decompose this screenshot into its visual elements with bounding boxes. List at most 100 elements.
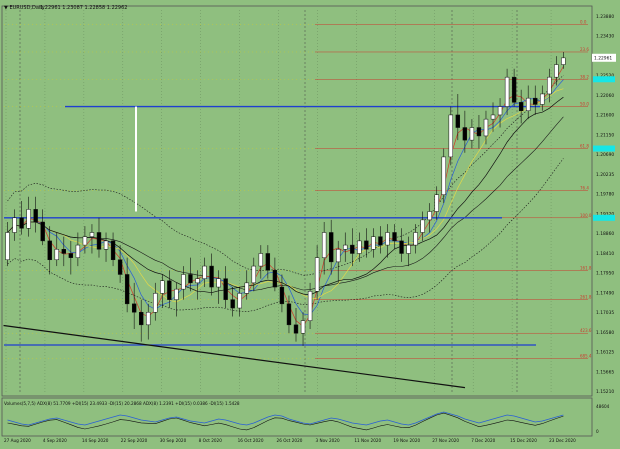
candle [286, 295, 292, 334]
fib-level-label: 423.6 [580, 328, 592, 333]
candle-body-up [82, 236, 88, 246]
candle [12, 209, 17, 241]
candle-body-up [483, 118, 489, 137]
current-price-label: 1.22961 [594, 55, 612, 61]
candle-body-down [96, 232, 102, 250]
price-axis-label: 1.16580 [596, 330, 614, 336]
candle-body-up [434, 194, 439, 212]
candle [272, 257, 278, 292]
candle [469, 119, 475, 149]
price-axis-label: 1.17490 [596, 290, 614, 296]
price-axis-label: 1.20690 [596, 152, 614, 158]
candle-body-down [476, 127, 482, 137]
oscillator-axis-bottom: 0 [596, 429, 599, 434]
candle-body-up [307, 291, 313, 321]
candle-body-down [392, 232, 397, 242]
candle-body-up [237, 293, 242, 309]
candle-body-down [40, 221, 45, 242]
candle-body-up [5, 232, 10, 261]
candle [378, 226, 383, 254]
candle [153, 282, 158, 321]
candle-body-up [554, 64, 559, 78]
candle-body-up [160, 280, 165, 294]
candle [174, 282, 179, 317]
oscillator: 48604 0 [7, 404, 610, 434]
date-axis-label: 8 Oct 2020 [199, 438, 223, 443]
ohlc-readout: 1.22961 1.23087 1.22858 1.22962 [40, 5, 127, 11]
candle [554, 56, 559, 86]
candle-body-down [124, 274, 130, 305]
candle [427, 203, 432, 233]
trendline [3, 324, 466, 389]
date-axis-label: 3 Nov 2020 [315, 438, 339, 443]
candle [314, 245, 320, 300]
price-axis-label: 1.21600 [596, 113, 614, 119]
candle [202, 257, 207, 288]
candle [336, 240, 341, 283]
candle-body-up [174, 288, 179, 300]
candle [518, 89, 524, 124]
candle-body-up [490, 114, 496, 120]
candle-body-down [511, 76, 517, 103]
candle [68, 240, 74, 275]
candle [547, 68, 552, 103]
candle [441, 148, 446, 204]
candle [511, 68, 517, 107]
candle [385, 224, 390, 258]
candle-body-down [399, 240, 404, 254]
candle-body-up [202, 265, 207, 279]
candle-body-down [378, 236, 383, 246]
candle [188, 257, 193, 292]
candle-body-down [61, 249, 66, 254]
candle [131, 282, 137, 330]
candle [307, 282, 313, 330]
candle [251, 257, 256, 292]
date-axis-label: 27 Nov 2020 [432, 438, 459, 443]
candle-body-up [540, 93, 545, 105]
candle [350, 228, 355, 267]
price-axis-label: 1.17035 [596, 310, 614, 316]
candle-body-up [469, 127, 475, 141]
date-axis-label: 23 Dec 2020 [549, 438, 576, 443]
candle-body-down [350, 244, 355, 254]
oscillator-frame [1, 397, 593, 437]
price-axis-label: 1.18410 [596, 251, 614, 257]
candle-body-down [293, 324, 299, 334]
date-axis-label: 27 Aug 2020 [4, 438, 31, 443]
candle-body-up [441, 156, 446, 195]
current-price-badge [592, 53, 616, 62]
fib-level-label: 38.2 [580, 74, 589, 79]
candle [209, 253, 214, 296]
candle [258, 245, 264, 279]
fib-level-label: 261.8 [580, 295, 592, 300]
candle-body-down [462, 127, 468, 141]
candle [343, 232, 348, 262]
candle-body-up [526, 97, 531, 111]
candle [504, 68, 510, 115]
candle [40, 209, 45, 246]
candle-body-up [195, 278, 200, 284]
candle-body-down [117, 259, 123, 275]
price-axis-label: 1.22520 [596, 73, 614, 79]
candle [160, 274, 165, 309]
symbol-label: ▼ EURUSD,Daily [4, 5, 45, 11]
price-axis-label: 1.15210 [596, 389, 614, 395]
candle-body-up [343, 244, 348, 250]
candle-body-down [328, 232, 334, 263]
candle-body-down [47, 240, 52, 261]
candle [399, 228, 404, 262]
candle [19, 201, 24, 235]
candle-body-up [300, 320, 306, 334]
candle-body-up [12, 217, 17, 233]
candle [406, 236, 411, 267]
candle-body-up [75, 244, 81, 258]
candle-body-up [504, 76, 510, 107]
candle [476, 114, 482, 149]
fib-level-label: 0.0 [580, 20, 587, 25]
date-axis-label: 11 Nov 2020 [354, 438, 381, 443]
candle-body-down [19, 217, 24, 229]
candle-body-up [103, 240, 109, 250]
